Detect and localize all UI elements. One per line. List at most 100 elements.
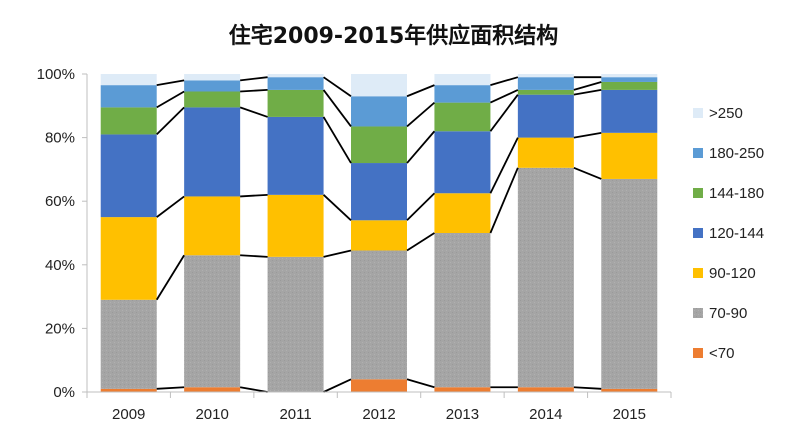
bar-segment-2009-2 (100, 217, 157, 300)
connector-line-1-4 (489, 167, 519, 234)
connector-line-2-4 (489, 137, 519, 194)
connector-line-1-1 (240, 254, 268, 258)
axes: 0% 20% 40% 60% 80% 100% 2009 2010 2011 2012 2013 20… (37, 66, 672, 423)
bar-segment-2013-0 (434, 387, 491, 392)
chart-title: 住宅2009-2015年供应面积结构 (228, 24, 559, 49)
bar-segment-2010-4 (184, 91, 241, 108)
bar-segment-2011-2 (267, 194, 324, 257)
connector-line-3-5 (573, 89, 602, 96)
bar-segment-2012-4 (351, 126, 407, 164)
bar-segment-2010-5 (184, 80, 241, 92)
connector-line-4-2 (322, 89, 352, 128)
x-tick-label-2015: 2015 (613, 406, 646, 423)
bar-segment-2013-3 (434, 131, 491, 194)
connector-line-5-1 (240, 76, 268, 82)
x-tick-label-2011: 2011 (279, 406, 311, 423)
x-tick-label-2013: 2013 (446, 406, 479, 423)
bar-segment-2012-0 (351, 379, 407, 392)
connector-line-1-0 (155, 254, 185, 301)
y-tick-label: 60% (45, 193, 75, 210)
connector-line-1-3 (406, 232, 435, 252)
bar-segment-2014-6 (517, 74, 574, 78)
bar-segment-2012-2 (351, 220, 407, 251)
legend-label-70-90: 70-90 (709, 305, 747, 322)
connector-line-4-1 (240, 89, 268, 93)
bar-segment-2011-1 (267, 256, 324, 392)
bar-segment-2009-6 (100, 74, 157, 86)
x-tick-label-2010: 2010 (195, 406, 228, 423)
legend-swatch-144-180 (693, 188, 703, 198)
bar-segment-2014-0 (517, 387, 574, 392)
bar-segment-2013-1 (434, 233, 491, 388)
connector-line-0-0 (156, 386, 185, 390)
connector-line-3-0 (156, 106, 185, 136)
bar-segment-2010-2 (184, 196, 241, 256)
x-tick-label-2014: 2014 (529, 406, 562, 423)
legend-swatch-120-144 (693, 228, 703, 238)
connector-line-3-3 (406, 130, 436, 164)
bar-segment-2010-0 (184, 387, 241, 392)
bar-segment-2013-4 (434, 102, 491, 132)
legend-swatch-180-250 (693, 148, 703, 158)
bar-segment-2009-4 (100, 107, 157, 135)
bar-segment-2010-3 (184, 107, 241, 197)
bar-segment-2009-3 (100, 134, 157, 218)
y-tick-label: 40% (45, 257, 75, 274)
legend-swatch-<70 (693, 348, 703, 358)
legend-swatch-90-120 (693, 268, 703, 278)
connector-line-2-5 (573, 131, 602, 139)
bar-segment-2010-6 (184, 74, 241, 81)
y-tick-label: 0% (53, 384, 75, 401)
legend-label-<70: <70 (709, 345, 734, 362)
y-tick-label: 20% (45, 320, 75, 337)
connector-line-5-0 (156, 79, 185, 87)
bar-segment-2014-4 (517, 89, 574, 95)
connector-line-5-4 (490, 76, 519, 86)
bar-segment-2015-4 (601, 81, 658, 90)
connector-line-4-0 (156, 90, 185, 109)
connector-line-4-5 (573, 81, 602, 91)
connector-line-1-2 (323, 249, 352, 258)
bar-segment-2011-6 (267, 74, 324, 78)
connector-line-3-1 (239, 106, 268, 118)
bar-segment-2009-1 (100, 299, 157, 389)
connector-line-0-2 (323, 378, 352, 393)
connector-line-5-3 (406, 84, 435, 98)
bar-segment-2015-0 (601, 388, 658, 392)
legend-label-144-180: 144-180 (709, 185, 764, 202)
connector-line-5-2 (323, 76, 352, 97)
legend-swatch->250 (693, 108, 703, 118)
connector-line-0-3 (406, 378, 435, 389)
legend: >250 180-250 144-180 120-144 90-120 70-90 <70 (693, 105, 764, 362)
bar-segment-2015-5 (601, 77, 658, 82)
bar-segment-2014-2 (517, 137, 574, 168)
bar-segment-2011-4 (267, 89, 324, 117)
connector-line-2-2 (322, 194, 352, 221)
connector-line-3-4 (489, 94, 519, 132)
connector-line-0-5 (573, 386, 602, 390)
bar-segment-2009-5 (100, 85, 157, 108)
x-tick-label-2009: 2009 (112, 406, 145, 423)
legend-label-90-120: 90-120 (709, 265, 756, 282)
bar-segment-2009-0 (100, 388, 157, 392)
bar-segment-2013-5 (434, 85, 491, 103)
bar-segment-2015-1 (601, 178, 658, 389)
legend-label->250: >250 (709, 105, 743, 122)
bar-segment-2012-6 (351, 74, 407, 97)
y-tick-label: 100% (37, 66, 75, 83)
bar-segment-2014-1 (517, 167, 574, 388)
bar-segment-2010-1 (184, 255, 241, 388)
bar-segment-2015-2 (601, 132, 658, 179)
legend-label-120-144: 120-144 (709, 225, 764, 242)
x-tick-label-2012: 2012 (362, 406, 395, 423)
bar-segment-2015-3 (601, 89, 658, 133)
bars-layer (100, 74, 658, 392)
connector-line-4-3 (406, 101, 436, 128)
bar-segment-2012-5 (351, 96, 407, 127)
bar-segment-2011-3 (267, 116, 324, 195)
y-tick-label: 80% (45, 130, 75, 147)
bar-segment-2012-3 (351, 163, 407, 221)
connector-line-2-0 (156, 195, 185, 218)
connector-line-3-2 (322, 116, 352, 164)
bar-segment-2014-5 (517, 77, 574, 90)
